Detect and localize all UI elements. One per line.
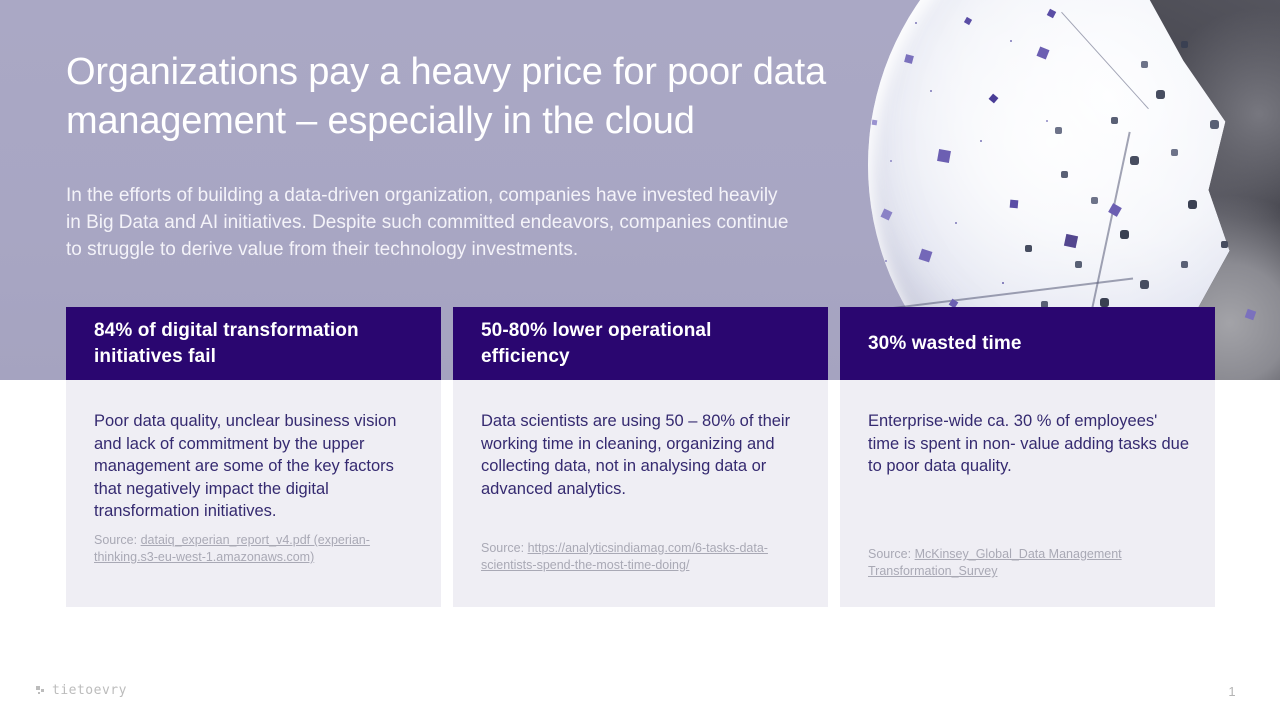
tietoevry-logo-icon — [36, 685, 47, 696]
stat-card-wasted-time: 30% wasted time Enterprise-wide ca. 30 %… — [840, 307, 1215, 607]
stat-card-header: 30% wasted time — [840, 307, 1215, 380]
tietoevry-logo-text: tietoevry — [52, 683, 127, 698]
source-link[interactable]: McKinsey_Global_Data Management Transfor… — [868, 547, 1122, 578]
purple-cube — [937, 149, 951, 163]
title-line-2: management – especially in the cloud — [66, 100, 695, 142]
subtitle-line-1: In the efforts of building a data-driven… — [66, 185, 778, 206]
source-label: Source: — [868, 547, 912, 561]
source-line: Source: https://analyticsindiamag.com/6-… — [481, 540, 806, 574]
stat-card-body: Poor data quality, unclear business visi… — [66, 380, 441, 607]
source-line: Source: dataiq_experian_report_v4.pdf (e… — [94, 532, 419, 566]
source-line: Source: McKinsey_Global_Data Management … — [868, 546, 1193, 580]
source-label: Source: — [94, 533, 138, 547]
stat-cards-row: 84% of digital transformation initiative… — [66, 307, 1215, 607]
page-number: 1 — [1228, 684, 1236, 699]
source-link[interactable]: https://analyticsindiamag.com/6-tasks-da… — [481, 541, 768, 572]
stat-card-heading: 84% of digital transformation initiative… — [94, 319, 359, 367]
stat-card-operational-efficiency: 50-80% lower operational efficiency Data… — [453, 307, 828, 607]
stat-card-header: 50-80% lower operational efficiency — [453, 307, 828, 380]
stat-card-heading: 50-80% lower operational efficiency — [481, 319, 712, 367]
dust-particles — [860, 0, 862, 2]
stat-card-text: Poor data quality, unclear business visi… — [94, 412, 397, 520]
stat-card-text: Enterprise-wide ca. 30 % of employees' t… — [868, 412, 1190, 475]
slide-title: Organizations pay a heavy price for poor… — [66, 48, 966, 146]
stat-card-body: Data scientists are using 50 – 80% of th… — [453, 380, 828, 607]
subtitle-line-3: to struggle to derive value from their t… — [66, 239, 579, 260]
stat-card-header: 84% of digital transformation initiative… — [66, 307, 441, 380]
title-line-1: Organizations pay a heavy price for poor… — [66, 51, 826, 93]
stat-card-transformation-fail: 84% of digital transformation initiative… — [66, 307, 441, 607]
source-label: Source: — [481, 541, 525, 555]
tietoevry-logo: tietoevry — [36, 683, 127, 698]
banner: Organizations pay a heavy price for poor… — [0, 0, 1280, 380]
subtitle-line-2: in Big Data and AI initiatives. Despite … — [66, 212, 789, 233]
stat-card-text: Data scientists are using 50 – 80% of th… — [481, 412, 791, 498]
stat-card-heading: 30% wasted time — [868, 332, 1022, 354]
slide-subtitle: In the efforts of building a data-driven… — [66, 182, 886, 263]
stat-card-body: Enterprise-wide ca. 30 % of employees' t… — [840, 380, 1215, 607]
source-link[interactable]: dataiq_experian_report_v4.pdf (experian-… — [94, 533, 370, 564]
purple-cube — [1063, 233, 1079, 249]
purple-cube — [1009, 199, 1019, 209]
